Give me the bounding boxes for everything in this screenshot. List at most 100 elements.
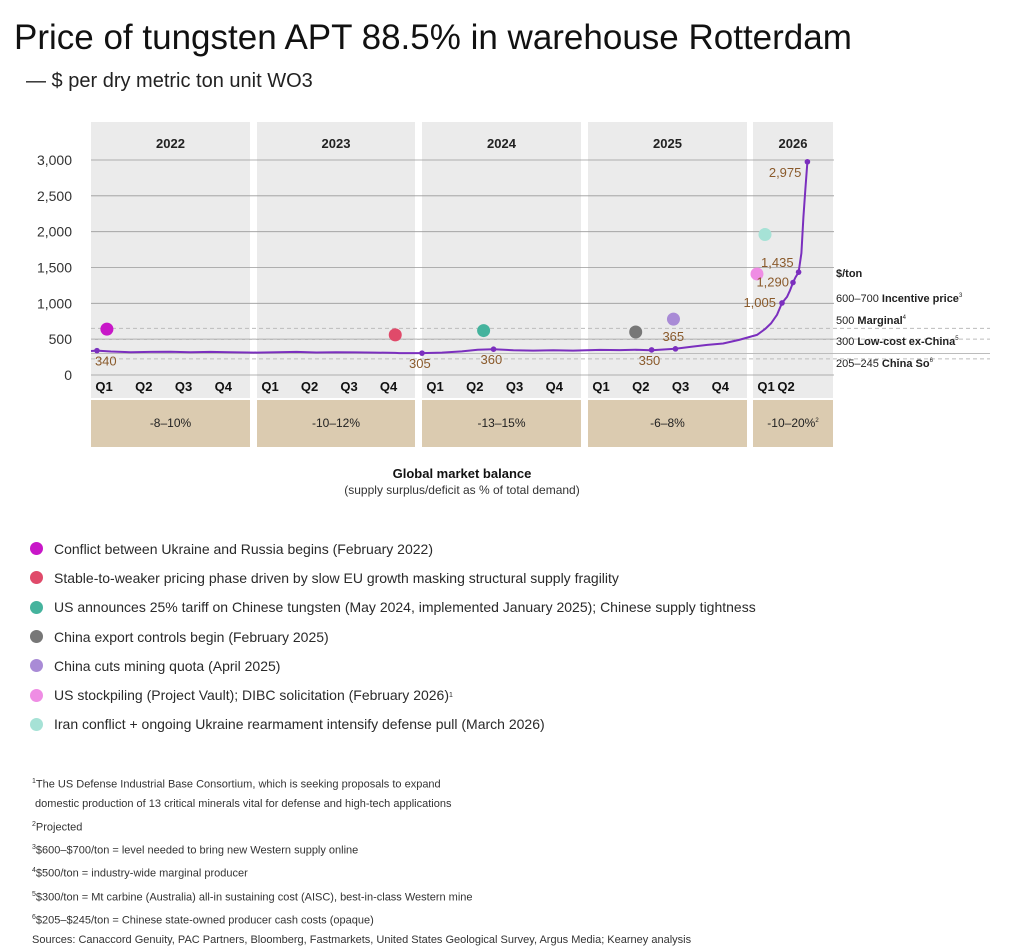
event-marker xyxy=(750,267,764,281)
quarter-label: Q1 xyxy=(261,379,278,394)
legend-dot-icon xyxy=(30,659,43,673)
legend-item: Stable-to-weaker pricing phase driven by… xyxy=(30,563,756,592)
y-tick-label: 2,000 xyxy=(37,224,72,240)
year-label: 2026 xyxy=(779,136,808,151)
market-balance-label: -8–10% xyxy=(150,416,192,430)
data-label: 305 xyxy=(409,356,431,371)
legend-item: China export controls begin (February 20… xyxy=(30,622,756,651)
footnote-text: The US Defense Industrial Base Consortiu… xyxy=(35,778,441,791)
market-balance-label: -13–15% xyxy=(477,416,525,430)
tungsten-price-chart: 2022 2023 2024 2025 2026 3,000 2,500 2,000 1,500… xyxy=(37,122,990,497)
event-marker xyxy=(388,328,402,342)
footnote-text: $600–$700/ton = level needed to bring ne… xyxy=(35,844,359,857)
legend-item: Iran conflict + ongoing Ukraine rearmame… xyxy=(30,710,756,739)
data-point xyxy=(490,346,497,353)
year-label: 2022 xyxy=(156,136,185,151)
footnote-mark: 6 xyxy=(32,913,36,921)
event-marker xyxy=(666,312,680,326)
legend-text: China cuts mining quota (April 2025) xyxy=(54,657,281,674)
market-balance-label: -6–8% xyxy=(650,416,685,430)
quarter-label: Q1 xyxy=(426,379,443,394)
legend-text: US announces 25% tariff on Chinese tungs… xyxy=(54,599,756,616)
quarter-label: Q1 xyxy=(95,379,112,394)
footnote: 1The US Defense Industrial Base Consorti… xyxy=(32,772,691,795)
balance-title: Global market balance xyxy=(393,466,532,481)
footnote: 6$205–$245/ton = Chinese state-owned pro… xyxy=(32,908,691,931)
data-label: 1,435 xyxy=(761,255,794,270)
data-label: 1,290 xyxy=(756,275,789,290)
reference-header: $/ton xyxy=(836,268,863,280)
quarter-label: Q2 xyxy=(466,379,483,394)
footnote: 3$600–$700/ton = level needed to bring n… xyxy=(32,838,691,861)
y-tick-label: 500 xyxy=(49,331,73,347)
market-balance-box xyxy=(588,400,747,447)
data-point xyxy=(94,347,100,354)
year-label: 2025 xyxy=(653,136,682,151)
legend-dot-icon xyxy=(30,630,43,644)
legend-dot-icon xyxy=(30,571,43,585)
data-point xyxy=(779,300,785,306)
quarter-label: Q4 xyxy=(215,379,233,394)
market-balance-box xyxy=(422,400,581,447)
market-balance-label: -10–12% xyxy=(312,416,360,430)
data-label: 2,975 xyxy=(769,165,802,180)
legend-item: US announces 25% tariff on Chinese tungs… xyxy=(30,593,756,622)
y-tick-label: 1,500 xyxy=(37,260,72,276)
y-tick-label: 3,000 xyxy=(37,152,72,168)
event-marker xyxy=(758,228,772,242)
chart-title: Price of tungsten APT 88.5% in warehouse… xyxy=(14,18,852,57)
legend-dot-icon xyxy=(30,717,43,731)
data-label: 350 xyxy=(639,353,661,368)
quarter-label: Q4 xyxy=(546,379,564,394)
year-label: 2023 xyxy=(322,136,351,151)
reference-label: 500 Marginal4 xyxy=(836,315,907,327)
footnote-text: Projected xyxy=(35,821,83,834)
footnotes: 1The US Defense Industrial Base Consorti… xyxy=(32,772,691,951)
data-label: 340 xyxy=(95,354,117,369)
legend-text: Conflict between Ukraine and Russia begi… xyxy=(54,540,433,557)
quarter-label: Q2 xyxy=(301,379,318,394)
quarter-label: Q4 xyxy=(712,379,730,394)
data-point xyxy=(795,269,802,275)
legend-note: 1 xyxy=(449,691,453,699)
legend-text: Stable-to-weaker pricing phase driven by… xyxy=(54,569,619,586)
market-balance-box xyxy=(753,400,833,447)
data-label: 365 xyxy=(662,329,684,344)
legend-text: Iran conflict + ongoing Ukraine rearmame… xyxy=(54,716,545,733)
footnote-mark: 3 xyxy=(32,844,36,852)
year-panel-2023 xyxy=(257,122,415,398)
reference-label: 600–700 Incentive price3 xyxy=(836,293,963,305)
legend-dot-icon xyxy=(30,688,43,702)
year-panel-2026 xyxy=(753,122,833,398)
data-point xyxy=(804,158,811,165)
year-panel-2025 xyxy=(588,122,747,398)
quarter-label: Q1 xyxy=(757,379,774,394)
y-tick-label: 1,000 xyxy=(37,295,72,311)
legend-text: US stockpiling (Project Vault); DIBC sol… xyxy=(54,687,450,704)
legend-item: China cuts mining quota (April 2025) xyxy=(30,651,756,680)
footnote: Sources: Canaccord Genuity, PAC Partners… xyxy=(32,931,691,951)
legend-item: US stockpiling (Project Vault); DIBC sol… xyxy=(30,680,756,709)
legend-dot-icon xyxy=(30,542,43,556)
quarter-label: Q3 xyxy=(175,379,192,394)
footnote-mark: 4 xyxy=(32,867,36,875)
event-marker xyxy=(477,324,491,338)
market-balance-box xyxy=(257,400,415,447)
year-label: 2024 xyxy=(487,136,517,151)
legend-text: China export controls begin (February 20… xyxy=(54,628,329,645)
y-tick-label: 2,500 xyxy=(37,188,72,204)
data-point xyxy=(672,346,679,352)
data-label: 360 xyxy=(481,352,503,367)
footnote-text: $300/ton = Mt carbine (Australia) all-in… xyxy=(35,891,473,904)
quarter-label: Q1 xyxy=(592,379,609,394)
reference-label: 300 Low-cost ex-China5 xyxy=(836,336,959,348)
quarter-label: Q3 xyxy=(672,379,689,394)
market-balance-label: -10–20%2 xyxy=(767,416,819,430)
legend-item: Conflict between Ukraine and Russia begi… xyxy=(30,534,756,563)
quarter-label: Q2 xyxy=(135,379,152,394)
quarter-label: Q3 xyxy=(506,379,523,394)
quarter-label: Q2 xyxy=(632,379,649,394)
footnote: 2Projected xyxy=(32,815,691,838)
footnote-text: $205–$245/ton = Chinese state-owned prod… xyxy=(35,914,374,927)
price-line xyxy=(90,161,809,355)
